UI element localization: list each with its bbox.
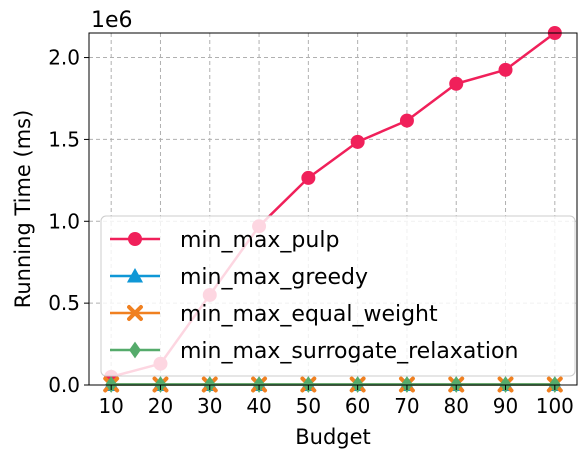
data-point xyxy=(449,76,464,91)
x-tick-label: 20 xyxy=(148,394,173,418)
y-tick-label: 0.5 xyxy=(48,291,80,315)
data-point xyxy=(498,62,513,77)
legend-item: min_max_surrogate_relaxation xyxy=(110,339,518,364)
legend-marker xyxy=(126,267,144,283)
legend-label: min_max_surrogate_relaxation xyxy=(180,339,518,364)
x-tick-label: 100 xyxy=(536,394,574,418)
legend-marker xyxy=(128,232,142,246)
legend: min_max_pulp min_max_greedy min_max_equal_… xyxy=(100,215,576,377)
x-axis-label: Budget xyxy=(295,425,371,449)
y-tick-label: 2.0 xyxy=(48,46,80,70)
legend-box xyxy=(100,215,576,377)
legend-label: min_max_equal_weight xyxy=(180,302,438,327)
plot-area-frame xyxy=(88,32,578,386)
x-tick-label: 40 xyxy=(246,394,271,418)
y-axis-multiplier: 1e6 xyxy=(91,8,133,33)
x-tick-label: 60 xyxy=(345,394,370,418)
x-tick-label: 90 xyxy=(493,394,518,418)
y-axis-ticks: 0.0 0.5 1.0 1.5 2.0 xyxy=(48,46,89,397)
data-point xyxy=(350,134,365,149)
x-tick-label: 50 xyxy=(296,394,321,418)
y-tick-label: 1.0 xyxy=(48,209,80,233)
legend-item: min_max_pulp xyxy=(110,228,339,253)
grid-lines xyxy=(89,33,577,386)
data-point xyxy=(301,170,316,185)
legend-item: min_max_greedy xyxy=(110,265,368,290)
y-tick-label: 0.0 xyxy=(48,373,80,397)
x-axis-ticks: 10 20 30 40 50 60 70 80 90 100 xyxy=(98,385,574,418)
x-tick-label: 80 xyxy=(444,394,469,418)
y-axis-label: Running Time (ms) xyxy=(11,110,35,309)
legend-label: min_max_greedy xyxy=(180,265,368,290)
legend-label: min_max_pulp xyxy=(180,228,339,253)
legend-marker xyxy=(129,341,141,359)
x-tick-label: 10 xyxy=(98,394,123,418)
y-tick-label: 1.5 xyxy=(48,127,80,151)
legend-marker xyxy=(127,305,143,321)
legend-item: min_max_equal_weight xyxy=(110,302,438,327)
x-tick-label: 70 xyxy=(394,394,419,418)
data-point xyxy=(399,113,414,128)
x-tick-label: 30 xyxy=(197,394,222,418)
